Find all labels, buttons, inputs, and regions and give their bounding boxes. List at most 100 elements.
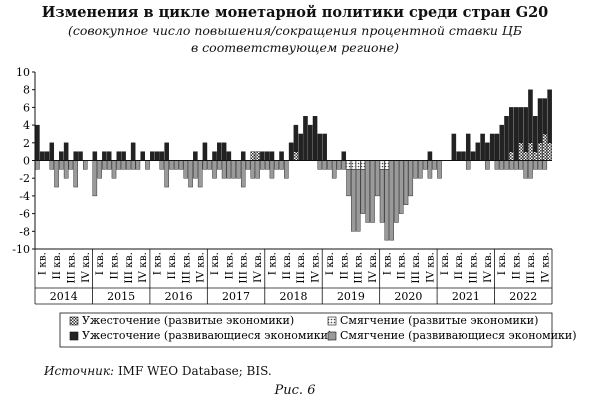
bar-s0-m106 [542, 133, 548, 161]
bar-s3-m65 [346, 169, 351, 197]
quarter-label: IV кв. [252, 252, 264, 283]
y-tick-label: 0 [23, 155, 30, 168]
bar-s1-m72 [379, 160, 385, 170]
source-label: Источник: [44, 364, 115, 378]
bar-s2-m54 [293, 124, 299, 152]
bar-s3-m73 [384, 169, 390, 241]
bar-s2-m99 [509, 107, 514, 152]
bar-s2-m15 [106, 151, 112, 161]
quarter-label: IV кв. [482, 252, 494, 283]
bar-s2-m98 [504, 116, 509, 161]
quarter-label: IV кв. [424, 252, 436, 283]
quarter-label: II кв. [453, 252, 465, 279]
bar-s2-m35 [202, 142, 208, 161]
bar-s3-m81 [422, 160, 428, 170]
y-tick-label: 4 [23, 119, 30, 132]
y-tick-label: -2 [19, 172, 30, 185]
bar-s3-m70 [370, 160, 375, 223]
bar-s3-m80 [418, 160, 423, 179]
bar-s2-m25 [154, 151, 160, 161]
bar-s2-m47 [260, 151, 265, 161]
bar-s2-m105 [537, 98, 543, 144]
bar-s3-m32 [188, 160, 193, 188]
bar-s1-m68 [360, 160, 366, 170]
bar-s3-m29 [173, 160, 179, 170]
bar-s2-m27 [164, 142, 169, 161]
bar-s3-m28 [169, 160, 174, 170]
bar-s3-m21 [135, 160, 141, 170]
bar-s1-m65 [346, 160, 351, 170]
bar-s2-m38 [217, 142, 222, 161]
bar-s2-m18 [121, 151, 126, 161]
bar-s3-m69 [365, 160, 370, 223]
bar-s2-m53 [288, 142, 294, 161]
bar-s3-m12 [92, 160, 98, 197]
bar-s3-m8 [73, 160, 78, 188]
y-tick-label: -4 [19, 190, 30, 203]
legend-swatch-3 [327, 331, 337, 341]
bar-s2-m51 [279, 151, 284, 161]
bar-s3-m103 [528, 160, 533, 179]
bar-s2-m89 [461, 151, 466, 161]
bar-s0-m103 [528, 142, 533, 161]
bar-s3-m17 [116, 160, 122, 170]
bar-s3-m36 [207, 160, 212, 170]
bar-s2-m24 [150, 151, 155, 161]
legend-label-2: Ужесточение (развивающиеся экономики) [82, 329, 332, 342]
legend-label-1: Смягчение (развитые экономики) [340, 314, 538, 327]
y-tick-label: -8 [19, 225, 30, 238]
quarter-label: III кв. [238, 252, 250, 284]
bar-s3-m35 [202, 160, 208, 170]
y-tick-label: 8 [23, 84, 30, 97]
bar-s2-m101 [518, 107, 524, 144]
bar-s2-m103 [528, 89, 533, 143]
bar-s3-m94 [485, 160, 490, 170]
bar-s3-m68 [360, 169, 366, 214]
quarter-label: II кв. [396, 252, 408, 279]
quarter-label: IV кв. [310, 252, 322, 283]
legend-swatch-2 [69, 331, 79, 341]
bar-s2-m100 [513, 107, 519, 161]
bar-s0-m107 [547, 142, 552, 161]
bar-s3-m105 [537, 160, 543, 170]
figure-caption: Рис. 6 [274, 383, 316, 398]
bar-s3-m37 [212, 160, 217, 179]
bar-s3-m97 [499, 160, 504, 170]
legend-box: Ужесточение (развитые экономики) Смягчени… [59, 312, 577, 348]
y-tick-label: 10 [16, 66, 30, 79]
quarter-label: I кв. [496, 252, 508, 275]
quarter-label: IV кв. [137, 252, 149, 283]
bar-s0-m54 [293, 151, 299, 161]
quarter-label: I кв. [324, 252, 336, 275]
bar-s3-m39 [221, 160, 227, 179]
bar-s3-m27 [164, 160, 169, 188]
bar-s2-m64 [341, 151, 347, 161]
bar-s0-m45 [250, 151, 256, 161]
quarter-label: I кв. [209, 252, 221, 275]
bar-s3-m6 [63, 160, 69, 179]
chart-subtitle-line2: в соответствующем регионе) [190, 40, 400, 55]
bars-layer [35, 89, 552, 241]
bar-s3-m104 [532, 160, 538, 170]
bar-s2-m59 [317, 133, 323, 161]
bar-s3-m33 [193, 160, 198, 179]
bar-s0-m102 [523, 151, 528, 161]
bar-s3-m50 [274, 160, 280, 170]
bar-s0-m104 [532, 151, 538, 161]
bar-s3-m98 [504, 160, 509, 170]
bar-s2-m12 [92, 151, 98, 161]
bar-s3-m38 [217, 160, 222, 170]
bar-s3-m77 [403, 160, 409, 205]
bar-s2-m96 [494, 133, 500, 161]
bar-s3-m34 [197, 160, 203, 188]
bar-s2-m5 [59, 151, 64, 161]
bar-s3-m0 [35, 160, 40, 170]
year-label: 2020 [394, 290, 422, 303]
bar-s2-m14 [102, 151, 107, 161]
bar-s2-m40 [226, 151, 232, 161]
quarter-label: IV кв. [539, 252, 551, 283]
quarter-label: III кв. [353, 252, 365, 284]
bar-s3-m47 [260, 160, 265, 170]
bar-s3-m48 [264, 160, 270, 170]
